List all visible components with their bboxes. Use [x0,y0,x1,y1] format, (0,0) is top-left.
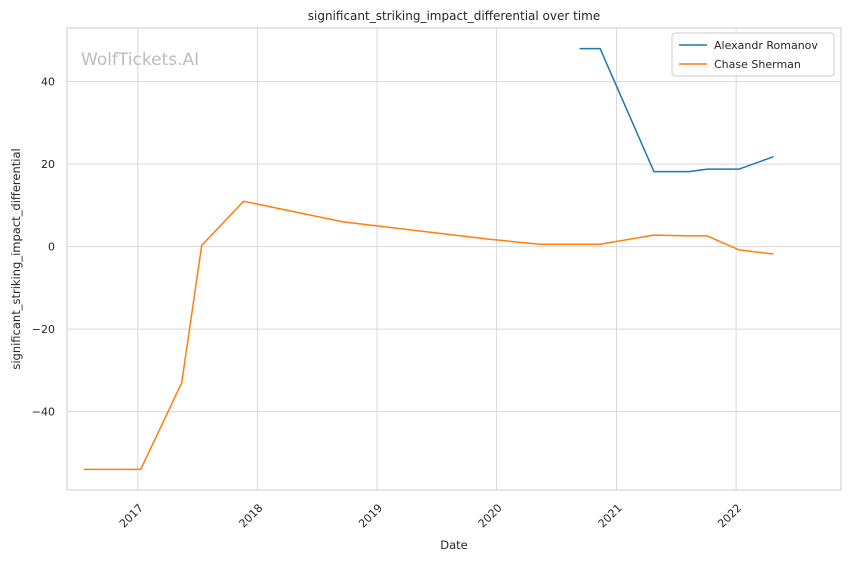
x-tick-label: 2021 [596,501,625,530]
series-lines [83,47,774,471]
watermark: WolfTickets.AI [81,50,199,70]
y-tick-label: 20 [41,158,55,171]
x-tick-label: 2017 [117,501,146,530]
y-tick-label: −40 [32,406,55,419]
y-tick-label: −20 [32,323,55,336]
plot-background [66,27,842,491]
x-tick-labels: 2017 2018 2019 2020 2021 2022 [117,501,744,530]
legend-label: Alexandr Romanov [714,39,818,52]
series-line-1 [579,47,774,173]
y-tick-labels: −40 −20 0 20 40 [32,76,55,419]
y-axis-title: significant_striking_impact_differential [9,148,23,369]
legend: Alexandr Romanov Chase Sherman [671,32,835,77]
series-line-2 [83,200,774,471]
x-tick-label: 2019 [356,501,385,530]
x-tick-label: 2018 [237,501,266,530]
chart-title: significant_striking_impact_differential… [308,9,600,23]
x-tick-label: 2020 [476,501,505,530]
gridlines [67,28,841,490]
legend-box [671,32,835,77]
x-tick-label: 2022 [715,501,744,530]
legend-label: Chase Sherman [714,58,801,71]
y-tick-label: 0 [48,241,55,254]
x-axis-title: Date [440,538,468,552]
y-tick-label: 40 [41,76,55,89]
